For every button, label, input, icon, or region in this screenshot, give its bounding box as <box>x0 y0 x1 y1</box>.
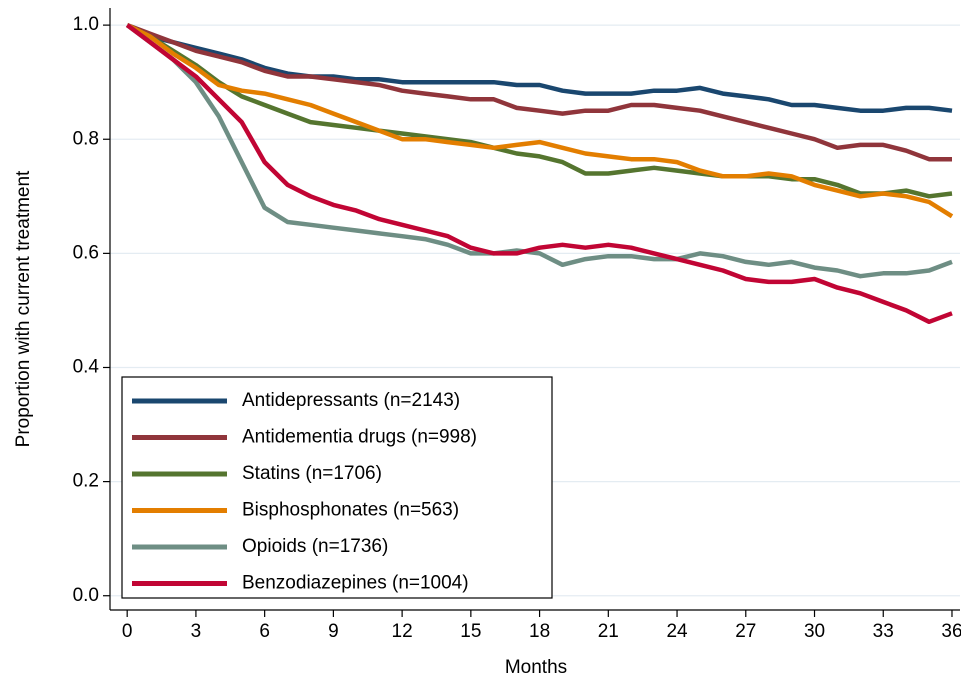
x-tick-label: 18 <box>529 621 550 642</box>
legend-label: Opioids (n=1736) <box>242 536 388 557</box>
series-line <box>126 22 952 162</box>
y-axis-label: Proportion with current treatment <box>13 170 34 447</box>
x-tick-label: 36 <box>941 621 961 642</box>
legend-label: Antidementia drugs (n=998) <box>242 427 477 448</box>
y-tick-label: 0.6 <box>73 242 99 263</box>
x-tick-label: 12 <box>392 621 413 642</box>
x-tick-label: 24 <box>666 621 688 642</box>
x-tick-label: 27 <box>735 621 756 642</box>
y-tick-label: 0.0 <box>73 585 99 606</box>
x-tick-label: 0 <box>122 621 133 642</box>
legend-label: Statins (n=1706) <box>242 463 382 484</box>
legend-box <box>121 376 553 599</box>
x-tick-label: 30 <box>804 621 825 642</box>
series-line <box>126 23 953 199</box>
y-tick-label: 1.0 <box>73 14 99 35</box>
x-tick-label: 3 <box>191 621 202 642</box>
series-line <box>125 23 953 325</box>
x-tick-label: 33 <box>873 621 894 642</box>
y-tick-label: 0.8 <box>73 128 99 149</box>
series-line <box>126 23 954 219</box>
legend: Antidepressants (n=2143) Antidementia dru… <box>121 376 553 599</box>
y-tick-label: 0.4 <box>73 357 100 378</box>
x-tick-label: 9 <box>328 621 339 642</box>
series-line <box>126 23 953 113</box>
x-axis-label: Months <box>505 657 567 678</box>
series-line <box>125 23 953 279</box>
legend-label: Bisphosphonates (n=563) <box>242 500 459 521</box>
legend-label: Benzodiazepines (n=1004) <box>242 573 469 594</box>
legend-label: Antidepressants (n=2143) <box>242 390 460 411</box>
x-tick-label: 6 <box>259 621 270 642</box>
x-tick-label: 15 <box>460 621 481 642</box>
x-tick-label: 21 <box>598 621 619 642</box>
y-tick-label: 0.2 <box>73 471 99 492</box>
